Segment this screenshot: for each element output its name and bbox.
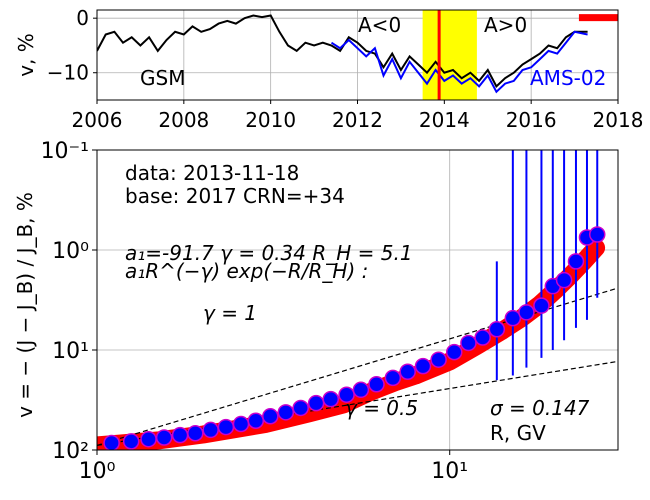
data-point [504,309,522,327]
top-y-tick-label: −10 [47,61,89,85]
bottom-x-ticks: 10⁰ 10¹ [79,450,468,484]
bottom-x-tick-label: 10¹ [431,459,468,484]
ams-label: AMS-02 [530,66,606,90]
data-point [171,426,189,444]
reference-lines [97,287,618,447]
data-point [232,415,250,433]
data-point [533,297,550,314]
data-point [555,271,573,289]
top-y-ticks: 0 −10 [47,6,97,85]
data-point [384,369,402,387]
data-point [292,399,309,417]
data-point [589,226,606,243]
base-label: base: 2017 CRN=+34 [125,184,345,208]
top-x-tick-label: 2014 [419,108,470,132]
data-point [352,381,370,399]
data-date-label: data: 2013-11-18 [125,161,299,185]
data-point [518,304,535,321]
bottom-x-tick-label: 10⁰ [79,459,116,484]
bottom-y-tick-label: 10⁻¹ [41,139,89,164]
bottom-axes-frame [96,149,619,451]
data-point [567,253,585,270]
bottom-y-tick-label: 10¹ [52,339,89,364]
negative-polarity-band [422,10,477,100]
series-line-gsm [97,14,588,89]
reference-line [97,287,618,446]
bottom-y-ticks: 10⁻¹ 10⁰ 10¹ 10² [41,139,97,464]
data-point [247,412,265,430]
series-line-ams-02 [330,30,588,94]
data-point [187,425,204,442]
positive-polarity-label: A>0 [484,13,527,37]
negative-polarity-label: A<0 [358,13,401,37]
rigidity-axis-label: R, GV [490,421,546,445]
data-point [140,430,157,448]
top-series [97,14,588,94]
top-x-tick-label: 2016 [506,108,557,132]
top-y-tick-label: 0 [76,6,89,30]
top-x-tick-label: 2012 [332,108,383,132]
fit-formula-label: a₁R^(−γ) exp(−R/R_H) : [125,259,368,283]
data-point [460,334,477,352]
data-point [474,329,491,346]
data-point [338,386,355,403]
data-point [103,434,120,450]
data-points [103,226,606,450]
data-point [202,421,219,439]
data-point [430,351,447,368]
data-point [277,404,295,421]
data-point [399,363,416,380]
data-point [122,433,140,450]
top-x-tick-label: 2006 [72,108,123,132]
bottom-y-axis-label: v = − (J − J_B) / J_B, % [13,192,37,418]
top-y-axis-label: v, % [14,33,38,77]
data-point [368,375,385,393]
gamma-05-label: γ = 0.5 [345,396,418,420]
bottom-y-tick-label: 10⁰ [52,239,89,264]
data-point [445,343,463,361]
sigma-label: σ = 0.147 [490,396,590,420]
data-point [322,390,340,408]
fit-params-label: a₁=-91.7 γ = 0.34 R_H = 5.1 [125,241,413,265]
gsm-label: GSM [140,66,185,90]
data-point [155,429,173,446]
data-point [262,408,279,425]
data-point [307,394,325,412]
top-x-ticks: 2006 2008 2010 2012 2014 2016 2018 [72,100,644,132]
bottom-y-tick-label: 10² [52,439,89,464]
top-x-tick-label: 2010 [245,108,296,132]
top-x-tick-label: 2018 [593,108,644,132]
data-point [414,357,432,375]
error-bars [495,150,599,381]
top-x-tick-label: 2008 [158,108,209,132]
data-point [217,418,235,436]
data-point [488,320,506,338]
gamma-1-label: γ = 1 [203,301,257,325]
